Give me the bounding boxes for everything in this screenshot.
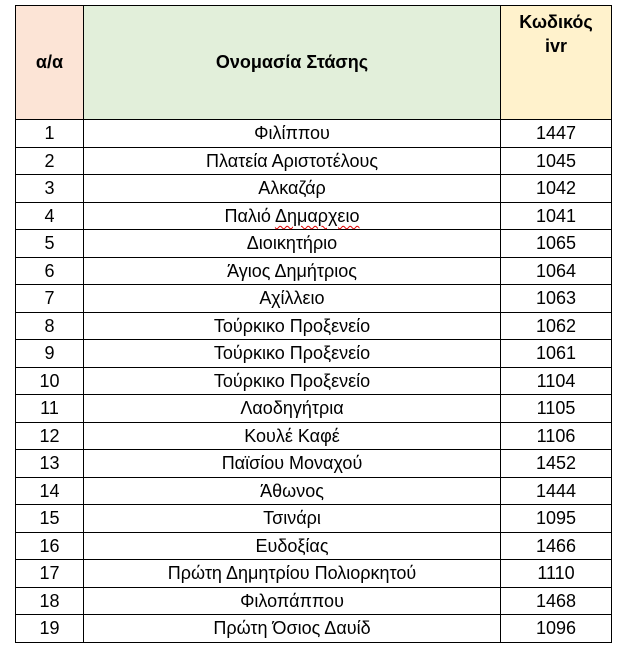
header-ivr-line2: ivr — [544, 36, 568, 56]
stop-name-cell: Παϊσίου Μοναχού — [83, 449, 501, 478]
stop-name-misspelled: Δημαρχειο — [274, 205, 360, 226]
ivr-code-cell: 1452 — [500, 449, 612, 478]
table-row: 14 Άθωνος 1444 — [15, 476, 612, 505]
ivr-code-cell: 1444 — [500, 476, 612, 505]
stop-name-cell: Φιλίππου — [83, 119, 501, 148]
table-row: 11 Λαοδηγήτρια 1105 — [15, 394, 612, 423]
stop-name-cell: Πρώτη Όσιος Δαυίδ — [83, 614, 501, 643]
index-cell: 14 — [15, 476, 84, 505]
ivr-code-cell: 1447 — [500, 119, 612, 148]
stop-name-cell: Άθωνος — [83, 476, 501, 505]
index-cell: 1 — [15, 119, 84, 148]
ivr-code-cell: 1106 — [500, 421, 612, 450]
ivr-code-cell: 1096 — [500, 614, 612, 643]
index-cell: 16 — [15, 531, 84, 560]
table-row: 8 Τούρκικο Προξενείο 1062 — [15, 311, 612, 340]
table-row: 12 Κουλέ Καφέ 1106 — [15, 421, 612, 450]
stop-name-cell: Πρώτη Δημητρίου Πολιορκητού — [83, 559, 501, 588]
index-cell: 19 — [15, 614, 84, 643]
index-cell: 7 — [15, 284, 84, 313]
stop-name-cell: Αλκαζάρ — [83, 174, 501, 203]
table-row: 17 Πρώτη Δημητρίου Πολιορκητού 1110 — [15, 559, 612, 588]
stop-name-cell: Αχίλλειο — [83, 284, 501, 313]
stop-name-part: Παλιό — [224, 205, 275, 226]
stop-name-cell: Άγιος Δημήτριος — [83, 256, 501, 285]
index-cell: 10 — [15, 366, 84, 395]
ivr-code-cell: 1041 — [500, 201, 612, 230]
ivr-code-cell: 1064 — [500, 256, 612, 285]
index-cell: 11 — [15, 394, 84, 423]
stop-name-cell: Τούρκικο Προξενείο — [83, 311, 501, 340]
table-row: 13 Παϊσίου Μοναχού 1452 — [15, 449, 612, 478]
index-cell: 2 — [15, 146, 84, 175]
bus-stops-table: α/α Ονομασία Στάσης Κωδικός ivr 1 Φιλίππου… — [15, 5, 612, 643]
table-row: 15 Τσινάρι 1095 — [15, 504, 612, 533]
index-cell: 6 — [15, 256, 84, 285]
ivr-code-cell: 1105 — [500, 394, 612, 423]
table-row: 19 Πρώτη Όσιος Δαυίδ 1096 — [15, 614, 612, 643]
stop-name-cell: Τούρκικο Προξενείο — [83, 366, 501, 395]
stop-name-cell: Τούρκικο Προξενείο — [83, 339, 501, 368]
table-row: 5 Διοικητήριο 1065 — [15, 229, 612, 258]
stop-name-cell: Λαοδηγήτρια — [83, 394, 501, 423]
ivr-code-cell: 1062 — [500, 311, 612, 340]
header-ivr-line1: Κωδικός — [519, 12, 593, 32]
stop-name-cell: Ευδοξίας — [83, 531, 501, 560]
stop-name-cell: Φιλοπάππου — [83, 586, 501, 615]
index-cell: 17 — [15, 559, 84, 588]
table-row: 18 Φιλοπάππου 1468 — [15, 586, 612, 615]
index-cell: 8 — [15, 311, 84, 340]
ivr-code-cell: 1045 — [500, 146, 612, 175]
table-row: 4 Παλιό Δημαρχειο 1041 — [15, 201, 612, 230]
table-row: 16 Ευδοξίας 1466 — [15, 531, 612, 560]
stop-name-cell: Κουλέ Καφέ — [83, 421, 501, 450]
index-cell: 4 — [15, 201, 84, 230]
ivr-code-cell: 1042 — [500, 174, 612, 203]
header-stop-name: Ονομασία Στάσης — [83, 5, 501, 120]
table-row: 2 Πλατεία Αριστοτέλους 1045 — [15, 146, 612, 175]
table-row: 6 Άγιος Δημήτριος 1064 — [15, 256, 612, 285]
stop-name-cell: Διοικητήριο — [83, 229, 501, 258]
ivr-code-cell: 1110 — [500, 559, 612, 588]
stop-name-cell: Πλατεία Αριστοτέλους — [83, 146, 501, 175]
table-row: 1 Φιλίππου 1447 — [15, 119, 612, 148]
index-cell: 12 — [15, 421, 84, 450]
stop-name-cell: Παλιό Δημαρχειο — [83, 201, 501, 230]
ivr-code-cell: 1061 — [500, 339, 612, 368]
index-cell: 13 — [15, 449, 84, 478]
table-row: 3 Αλκαζάρ 1042 — [15, 174, 612, 203]
ivr-code-cell: 1466 — [500, 531, 612, 560]
header-ivr-code: Κωδικός ivr — [500, 5, 612, 120]
index-cell: 5 — [15, 229, 84, 258]
table-row: 10 Τούρκικο Προξενείο 1104 — [15, 366, 612, 395]
table-row: 9 Τούρκικο Προξενείο 1061 — [15, 339, 612, 368]
header-row: α/α Ονομασία Στάσης Κωδικός ivr — [15, 5, 612, 120]
ivr-code-cell: 1104 — [500, 366, 612, 395]
ivr-code-cell: 1063 — [500, 284, 612, 313]
stop-name-cell: Τσινάρι — [83, 504, 501, 533]
index-cell: 3 — [15, 174, 84, 203]
ivr-code-cell: 1468 — [500, 586, 612, 615]
index-cell: 18 — [15, 586, 84, 615]
ivr-code-cell: 1065 — [500, 229, 612, 258]
index-cell: 9 — [15, 339, 84, 368]
ivr-code-cell: 1095 — [500, 504, 612, 533]
index-cell: 15 — [15, 504, 84, 533]
header-index: α/α — [15, 5, 84, 120]
table-row: 7 Αχίλλειο 1063 — [15, 284, 612, 313]
